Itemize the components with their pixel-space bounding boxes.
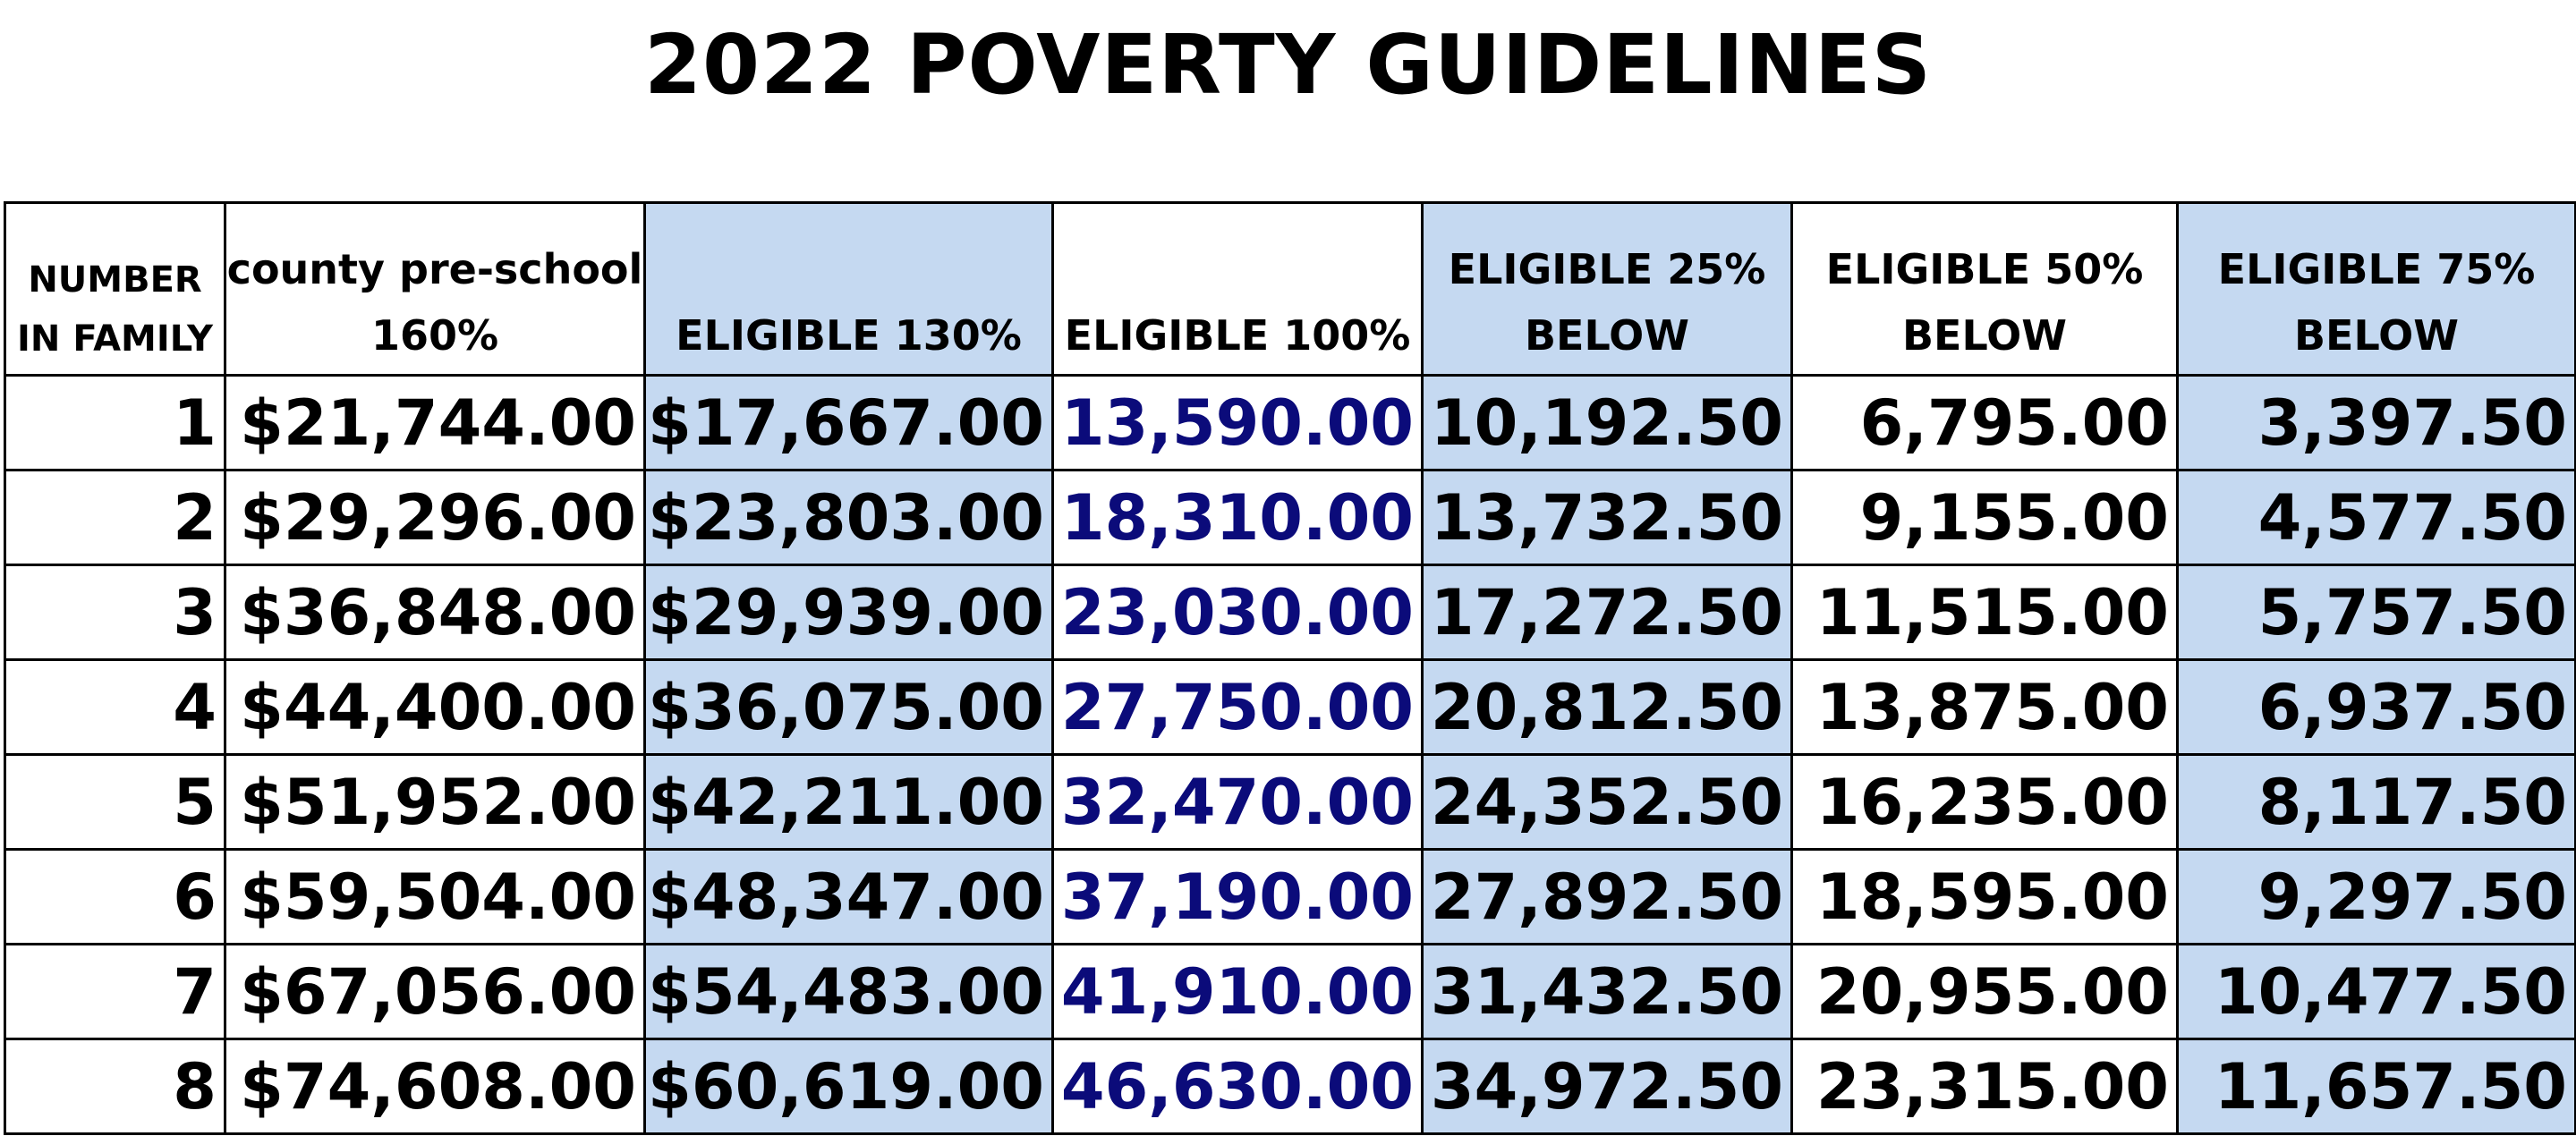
table-row: 3 $36,848.00 $29,939.00 23,030.00 17,272… xyxy=(4,564,2576,661)
header-eligible-50-below: ELIGIBLE 50% BELOW xyxy=(1790,201,2179,377)
cell-eligible-130: $23,803.00 xyxy=(643,469,1054,566)
cell-eligible-100: 32,470.00 xyxy=(1051,753,1424,851)
cell-eligible-130: $17,667.00 xyxy=(643,374,1054,471)
cell-county-pre-school-160: $29,296.00 xyxy=(224,469,646,566)
cell-eligible-100: 23,030.00 xyxy=(1051,564,1424,661)
header-line: ELIGIBLE 25% xyxy=(1448,245,1766,293)
cell-county-pre-school-160: $59,504.00 xyxy=(224,848,646,945)
cell-eligible-75-below: 6,937.50 xyxy=(2176,658,2576,756)
header-county-pre-school-160: county pre-school 160% xyxy=(224,201,646,377)
cell-county-pre-school-160: $74,608.00 xyxy=(224,1038,646,1135)
cell-county-pre-school-160: $21,744.00 xyxy=(224,374,646,471)
table-row: 7 $67,056.00 $54,483.00 41,910.00 31,432… xyxy=(4,943,2576,1040)
cell-eligible-130: $42,211.00 xyxy=(643,753,1054,851)
cell-eligible-75-below: 10,477.50 xyxy=(2176,943,2576,1040)
table-row: 6 $59,504.00 $48,347.00 37,190.00 27,892… xyxy=(4,848,2576,945)
header-eligible-130: ELIGIBLE 130% xyxy=(643,201,1054,377)
cell-eligible-25-below: 24,352.50 xyxy=(1421,753,1793,851)
cell-eligible-50-below: 11,515.00 xyxy=(1790,564,2179,661)
cell-eligible-75-below: 5,757.50 xyxy=(2176,564,2576,661)
header-eligible-100: ELIGIBLE 100% xyxy=(1051,201,1424,377)
header-row: NUMBER IN FAMILY county pre-school 160% … xyxy=(4,201,2576,377)
cell-eligible-50-below: 6,795.00 xyxy=(1790,374,2179,471)
cell-eligible-75-below: 8,117.50 xyxy=(2176,753,2576,851)
cell-family-size: 8 xyxy=(4,1038,226,1135)
cell-county-pre-school-160: $44,400.00 xyxy=(224,658,646,756)
cell-eligible-130: $29,939.00 xyxy=(643,564,1054,661)
cell-eligible-130: $36,075.00 xyxy=(643,658,1054,756)
cell-eligible-100: 27,750.00 xyxy=(1051,658,1424,756)
cell-family-size: 1 xyxy=(4,374,226,471)
cell-eligible-25-below: 34,972.50 xyxy=(1421,1038,1793,1135)
cell-eligible-75-below: 11,657.50 xyxy=(2176,1038,2576,1135)
header-line: ELIGIBLE 100% xyxy=(1064,311,1411,360)
cell-eligible-130: $60,619.00 xyxy=(643,1038,1054,1135)
header-line: IN FAMILY xyxy=(17,318,213,360)
header-eligible-25-below: ELIGIBLE 25% BELOW xyxy=(1421,201,1793,377)
cell-eligible-75-below: 4,577.50 xyxy=(2176,469,2576,566)
cell-eligible-100: 13,590.00 xyxy=(1051,374,1424,471)
page-title: 2022 POVERTY GUIDELINES xyxy=(643,17,1933,113)
cell-county-pre-school-160: $51,952.00 xyxy=(224,753,646,851)
cell-eligible-75-below: 9,297.50 xyxy=(2176,848,2576,945)
header-line: ELIGIBLE 130% xyxy=(676,311,1022,360)
cell-eligible-130: $48,347.00 xyxy=(643,848,1054,945)
header-line: BELOW xyxy=(1902,311,2067,360)
table-row: 2 $29,296.00 $23,803.00 18,310.00 13,732… xyxy=(4,469,2576,566)
cell-eligible-25-below: 10,192.50 xyxy=(1421,374,1793,471)
cell-eligible-50-below: 9,155.00 xyxy=(1790,469,2179,566)
cell-county-pre-school-160: $67,056.00 xyxy=(224,943,646,1040)
cell-eligible-100: 41,910.00 xyxy=(1051,943,1424,1040)
cell-eligible-25-below: 20,812.50 xyxy=(1421,658,1793,756)
cell-eligible-50-below: 16,235.00 xyxy=(1790,753,2179,851)
table-row: 8 $74,608.00 $60,619.00 46,630.00 34,972… xyxy=(4,1038,2576,1135)
cell-eligible-75-below: 3,397.50 xyxy=(2176,374,2576,471)
cell-eligible-100: 46,630.00 xyxy=(1051,1038,1424,1135)
header-line: BELOW xyxy=(2294,311,2459,360)
cell-family-size: 6 xyxy=(4,848,226,945)
cell-eligible-25-below: 27,892.50 xyxy=(1421,848,1793,945)
table-row: 5 $51,952.00 $42,211.00 32,470.00 24,352… xyxy=(4,753,2576,851)
cell-family-size: 2 xyxy=(4,469,226,566)
header-line: NUMBER xyxy=(28,259,202,301)
cell-family-size: 7 xyxy=(4,943,226,1040)
cell-eligible-50-below: 13,875.00 xyxy=(1790,658,2179,756)
cell-family-size: 3 xyxy=(4,564,226,661)
poverty-guidelines-table: NUMBER IN FAMILY county pre-school 160% … xyxy=(4,201,2576,1135)
header-line: ELIGIBLE 50% xyxy=(1825,245,2144,293)
cell-eligible-50-below: 23,315.00 xyxy=(1790,1038,2179,1135)
cell-eligible-100: 37,190.00 xyxy=(1051,848,1424,945)
cell-eligible-100: 18,310.00 xyxy=(1051,469,1424,566)
cell-eligible-50-below: 20,955.00 xyxy=(1790,943,2179,1040)
cell-eligible-25-below: 31,432.50 xyxy=(1421,943,1793,1040)
cell-family-size: 5 xyxy=(4,753,226,851)
header-eligible-75-below: ELIGIBLE 75% BELOW xyxy=(2176,201,2576,377)
header-number-in-family: NUMBER IN FAMILY xyxy=(4,201,226,377)
table-row: 4 $44,400.00 $36,075.00 27,750.00 20,812… xyxy=(4,658,2576,756)
cell-county-pre-school-160: $36,848.00 xyxy=(224,564,646,661)
cell-eligible-25-below: 13,732.50 xyxy=(1421,469,1793,566)
header-line: ELIGIBLE 75% xyxy=(2217,245,2536,293)
header-line: 160% xyxy=(370,311,499,360)
header-line: BELOW xyxy=(1525,311,1689,360)
table-row: 1 $21,744.00 $17,667.00 13,590.00 10,192… xyxy=(4,374,2576,471)
header-line: county pre-school xyxy=(226,245,643,293)
cell-eligible-130: $54,483.00 xyxy=(643,943,1054,1040)
cell-eligible-25-below: 17,272.50 xyxy=(1421,564,1793,661)
cell-eligible-50-below: 18,595.00 xyxy=(1790,848,2179,945)
cell-family-size: 4 xyxy=(4,658,226,756)
